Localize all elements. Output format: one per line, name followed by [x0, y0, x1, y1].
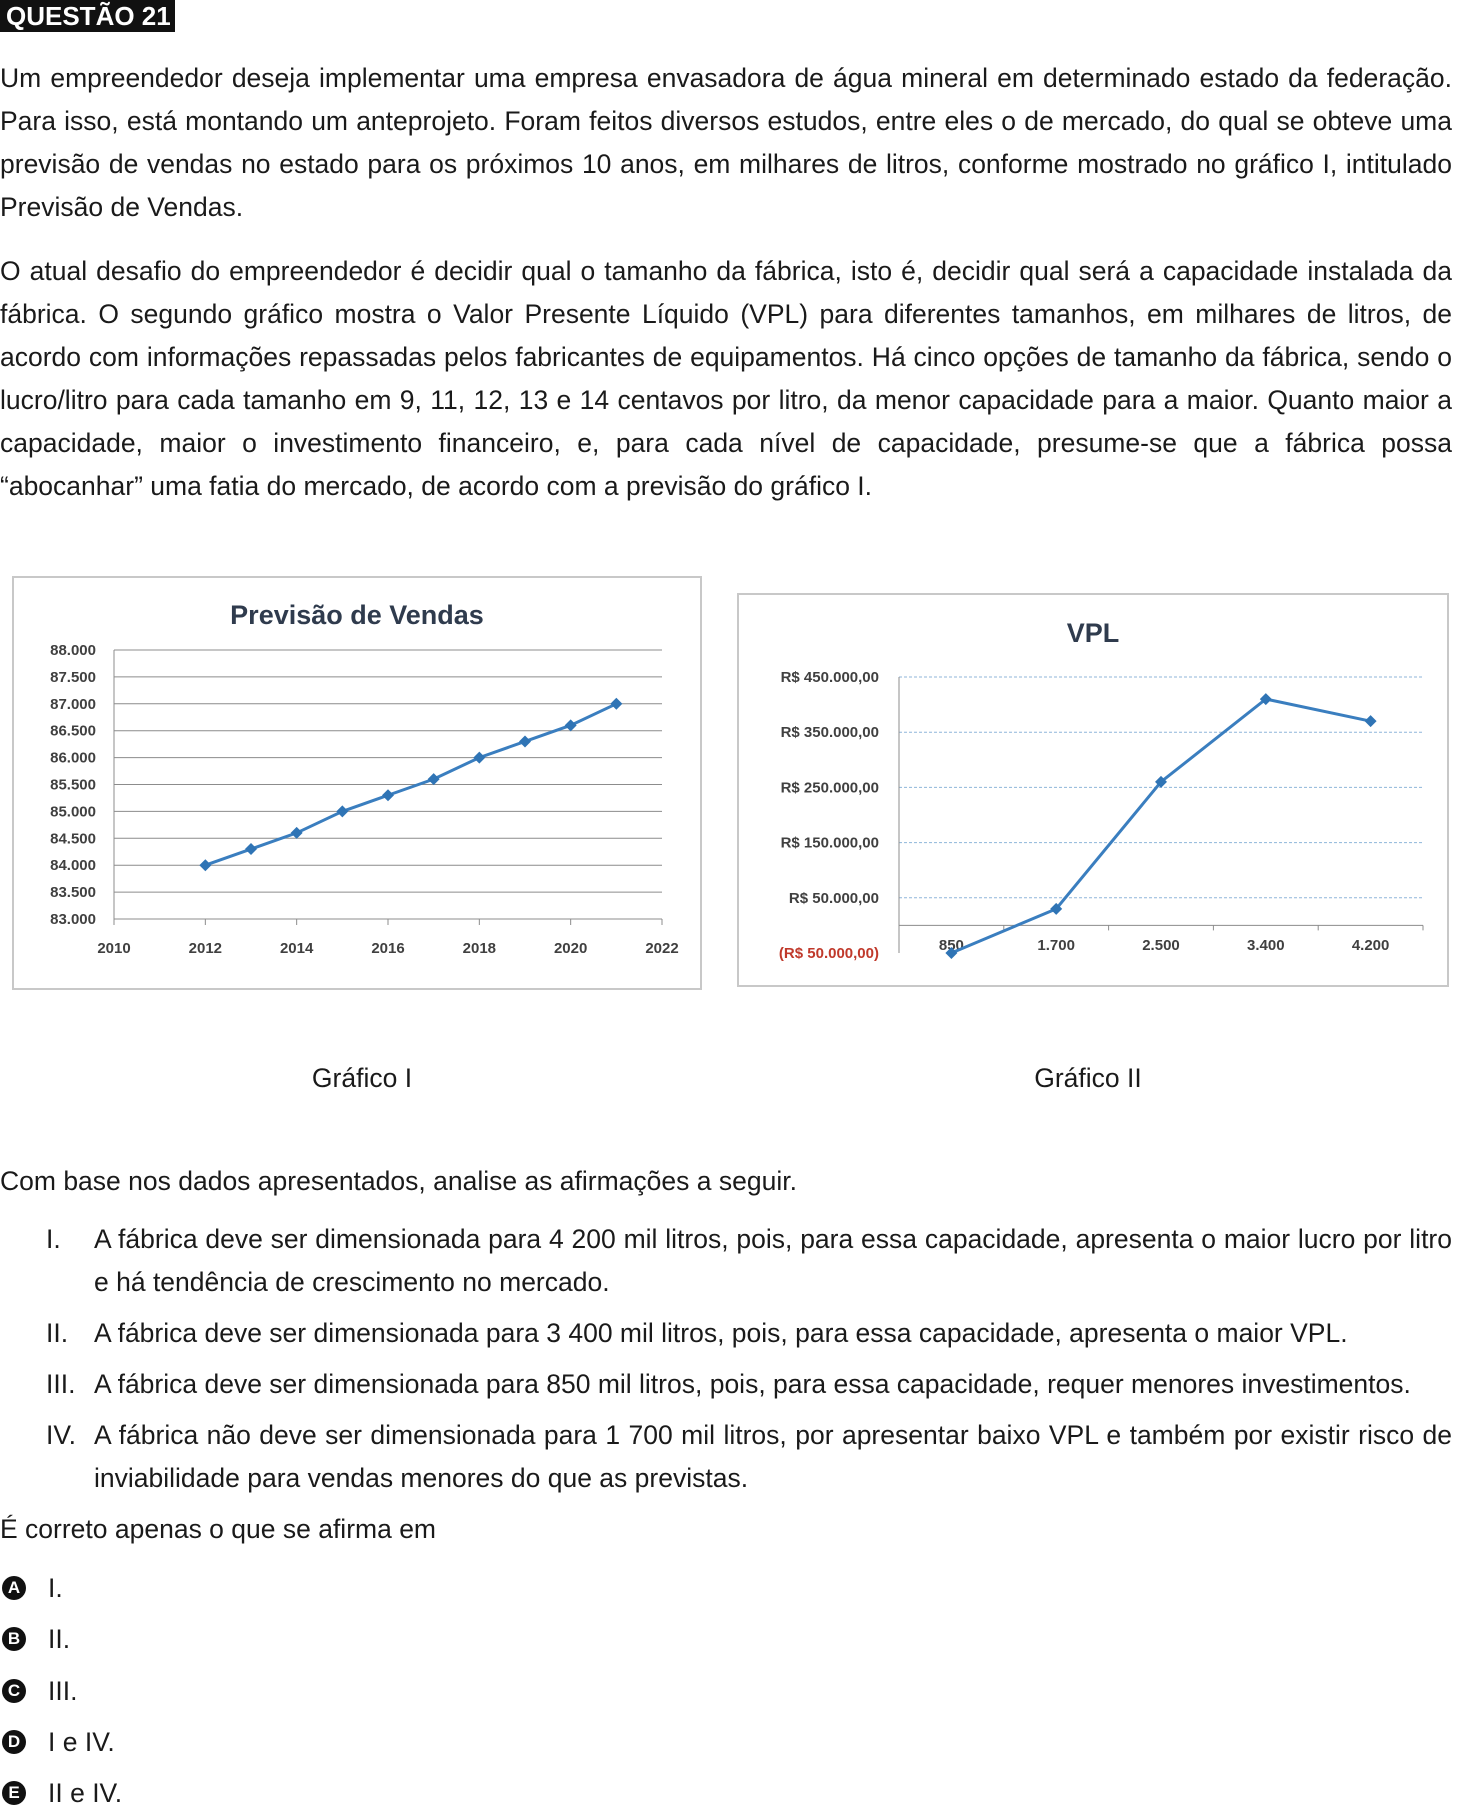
chart-2-y-tick-label: R$ 250.000,00 [781, 779, 879, 796]
chart-2-x-tick-label: 2.500 [1142, 937, 1180, 954]
chart-1-y-tick-label: 88.000 [50, 642, 96, 659]
chart-2-data-point [1259, 693, 1272, 706]
chart-2-data-point [1050, 902, 1063, 915]
statement-text: A fábrica deve ser dimensionada para 3 4… [94, 1318, 1348, 1348]
chart-1-data-point [336, 805, 349, 818]
chart-1-data-point [245, 843, 257, 856]
chart-2-x-tick-label: 1.700 [1037, 937, 1075, 954]
chart-1-x-tick-label: 2012 [189, 940, 222, 957]
chart-1-data-point [199, 859, 212, 872]
lead-text: Com base nos dados apresentados, analise… [0, 1166, 797, 1196]
chart-1-y-tick-label: 84.000 [50, 857, 96, 874]
chart-1-y-tick-label: 85.000 [50, 803, 96, 820]
paragraph-2: O atual desafio do empreendedor é decidi… [0, 256, 1452, 501]
chart-2-x-tick-label: 4.200 [1352, 937, 1390, 954]
chart-2-series [945, 693, 1377, 959]
chart-2-svg: VPL R$ 450.000,00 R$ 350.000,00 R$ 250.000… [779, 618, 1424, 962]
chart-1-y-tick-label: 86.500 [50, 723, 96, 740]
chart-2-frame: VPL R$ 450.000,00 R$ 350.000,00 R$ 250.000… [737, 593, 1449, 987]
statement-number: IV. [46, 1420, 76, 1450]
chart-1-y-tick-label: 87.000 [50, 696, 96, 713]
chart-1-data-point [564, 719, 577, 732]
chart-1-x-tick-label: 2020 [554, 940, 587, 957]
chart-1-y-tick-label: 83.500 [50, 884, 96, 901]
statement-text: A fábrica deve ser dimensionada para 4 2… [94, 1224, 1452, 1297]
option-text: I. [48, 1573, 63, 1603]
chart-1-y-tick-label: 86.000 [50, 750, 96, 767]
chart-1-x-tick-label: 2010 [97, 940, 130, 957]
chart-2-series-line [950, 697, 1371, 955]
statement-text: A fábrica não deve ser dimensionada para… [94, 1420, 1452, 1493]
chart-1-x-tick-label: 2018 [463, 940, 496, 957]
question-label: QUESTÃO 21 [0, 0, 175, 32]
chart-1-y-tick-label: 83.000 [50, 911, 96, 928]
chart-1-grid [114, 649, 662, 920]
statement-text: A fábrica deve ser dimensionada para 850… [94, 1369, 1411, 1399]
option-text: III. [48, 1676, 78, 1706]
chart-1-x-tick-label: 2016 [371, 940, 404, 957]
chart-1-y-tick-label: 84.500 [50, 830, 96, 847]
chart-2-data-point [1364, 715, 1377, 728]
chart-2-y-tick-label: R$ 50.000,00 [789, 890, 879, 907]
chart-2-data-point [1155, 775, 1167, 788]
chart-1-y-tick-label: 85.500 [50, 777, 96, 794]
chart-2-grid [899, 676, 1423, 899]
statement-number: II. [46, 1318, 69, 1348]
statement-4: IV. A fábrica não deve ser dimensionada … [0, 1414, 1452, 1500]
statement-2: II. A fábrica deve ser dimensionada para… [0, 1312, 1452, 1355]
option-text: II. [48, 1624, 71, 1654]
answer-prompt: É correto apenas o que se afirma em [0, 1514, 437, 1544]
chart-1-series [199, 697, 623, 872]
statement-number: III. [46, 1369, 76, 1399]
chart-2-data-point [945, 947, 958, 959]
option-text: I e IV. [48, 1727, 115, 1757]
paragraph-1: Um empreendedor deseja implementar uma e… [0, 63, 1452, 222]
chart-1-title: Previsão de Vendas [230, 600, 484, 630]
chart-1-data-point [382, 789, 394, 802]
chart-1-data-point [610, 697, 623, 710]
chart-1-frame: Previsão de Vendas 88.000 87.500 87.000 86.… [12, 576, 702, 990]
chart-2-y-tick-label: R$ 350.000,00 [781, 724, 879, 741]
chart-1-data-point [473, 751, 486, 764]
chart-1-svg: Previsão de Vendas 88.000 87.500 87.000 86.… [50, 600, 679, 957]
chart-2-y-tick-label: R$ 150.000,00 [781, 835, 879, 852]
chart-2-x-tick-label: 3.400 [1247, 937, 1285, 954]
option-letter-badge: E [2, 1781, 26, 1805]
chart-2-y-tick-label: (R$ 50.000,00) [779, 945, 879, 962]
option-letter-badge: A [2, 1576, 26, 1600]
option-text: II e IV. [48, 1778, 123, 1808]
chart-1-axes: 88.000 87.500 87.000 86.500 86.000 85.500 85.0… [50, 642, 679, 957]
option-letter-badge: C [2, 1679, 26, 1703]
chart-1-series-line [204, 702, 617, 867]
option-letter-badge: D [2, 1730, 26, 1754]
caption-chart-2: Gráfico II [1034, 1063, 1142, 1093]
chart-2-y-tick-label: R$ 450.000,00 [781, 669, 879, 686]
chart-1-data-point [519, 735, 531, 748]
statement-number: I. [46, 1224, 61, 1254]
caption-chart-1: Gráfico I [311, 1063, 413, 1093]
chart-2-title: VPL [1067, 618, 1120, 648]
option-letter-badge: B [2, 1627, 26, 1651]
chart-1-x-tick-label: 2014 [280, 940, 314, 957]
chart-1-data-point [290, 826, 303, 839]
statement-1: I. A fábrica deve ser dimensionada para … [0, 1218, 1452, 1304]
chart-1-y-tick-label: 87.500 [50, 669, 96, 686]
chart-1-x-tick-label: 2022 [645, 940, 678, 957]
chart-2-axes: R$ 450.000,00 R$ 350.000,00 R$ 250.000,00 R… [779, 669, 1424, 962]
chart-1-data-point [427, 773, 440, 786]
statement-3: III. A fábrica deve ser dimensionada par… [0, 1363, 1452, 1406]
